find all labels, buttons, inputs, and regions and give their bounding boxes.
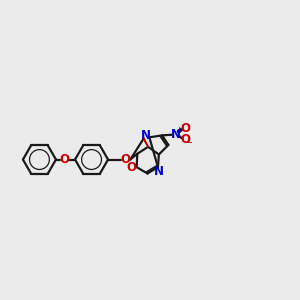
Text: O: O [121,153,131,166]
Polygon shape [143,138,148,147]
Text: N: N [154,165,164,178]
Text: +: + [176,126,183,135]
Text: O: O [180,133,190,146]
Text: O: O [126,161,136,174]
Text: O: O [59,153,69,166]
Text: −: − [185,138,193,148]
Text: N: N [170,128,180,141]
Text: N: N [141,129,151,142]
Text: O: O [180,122,190,135]
